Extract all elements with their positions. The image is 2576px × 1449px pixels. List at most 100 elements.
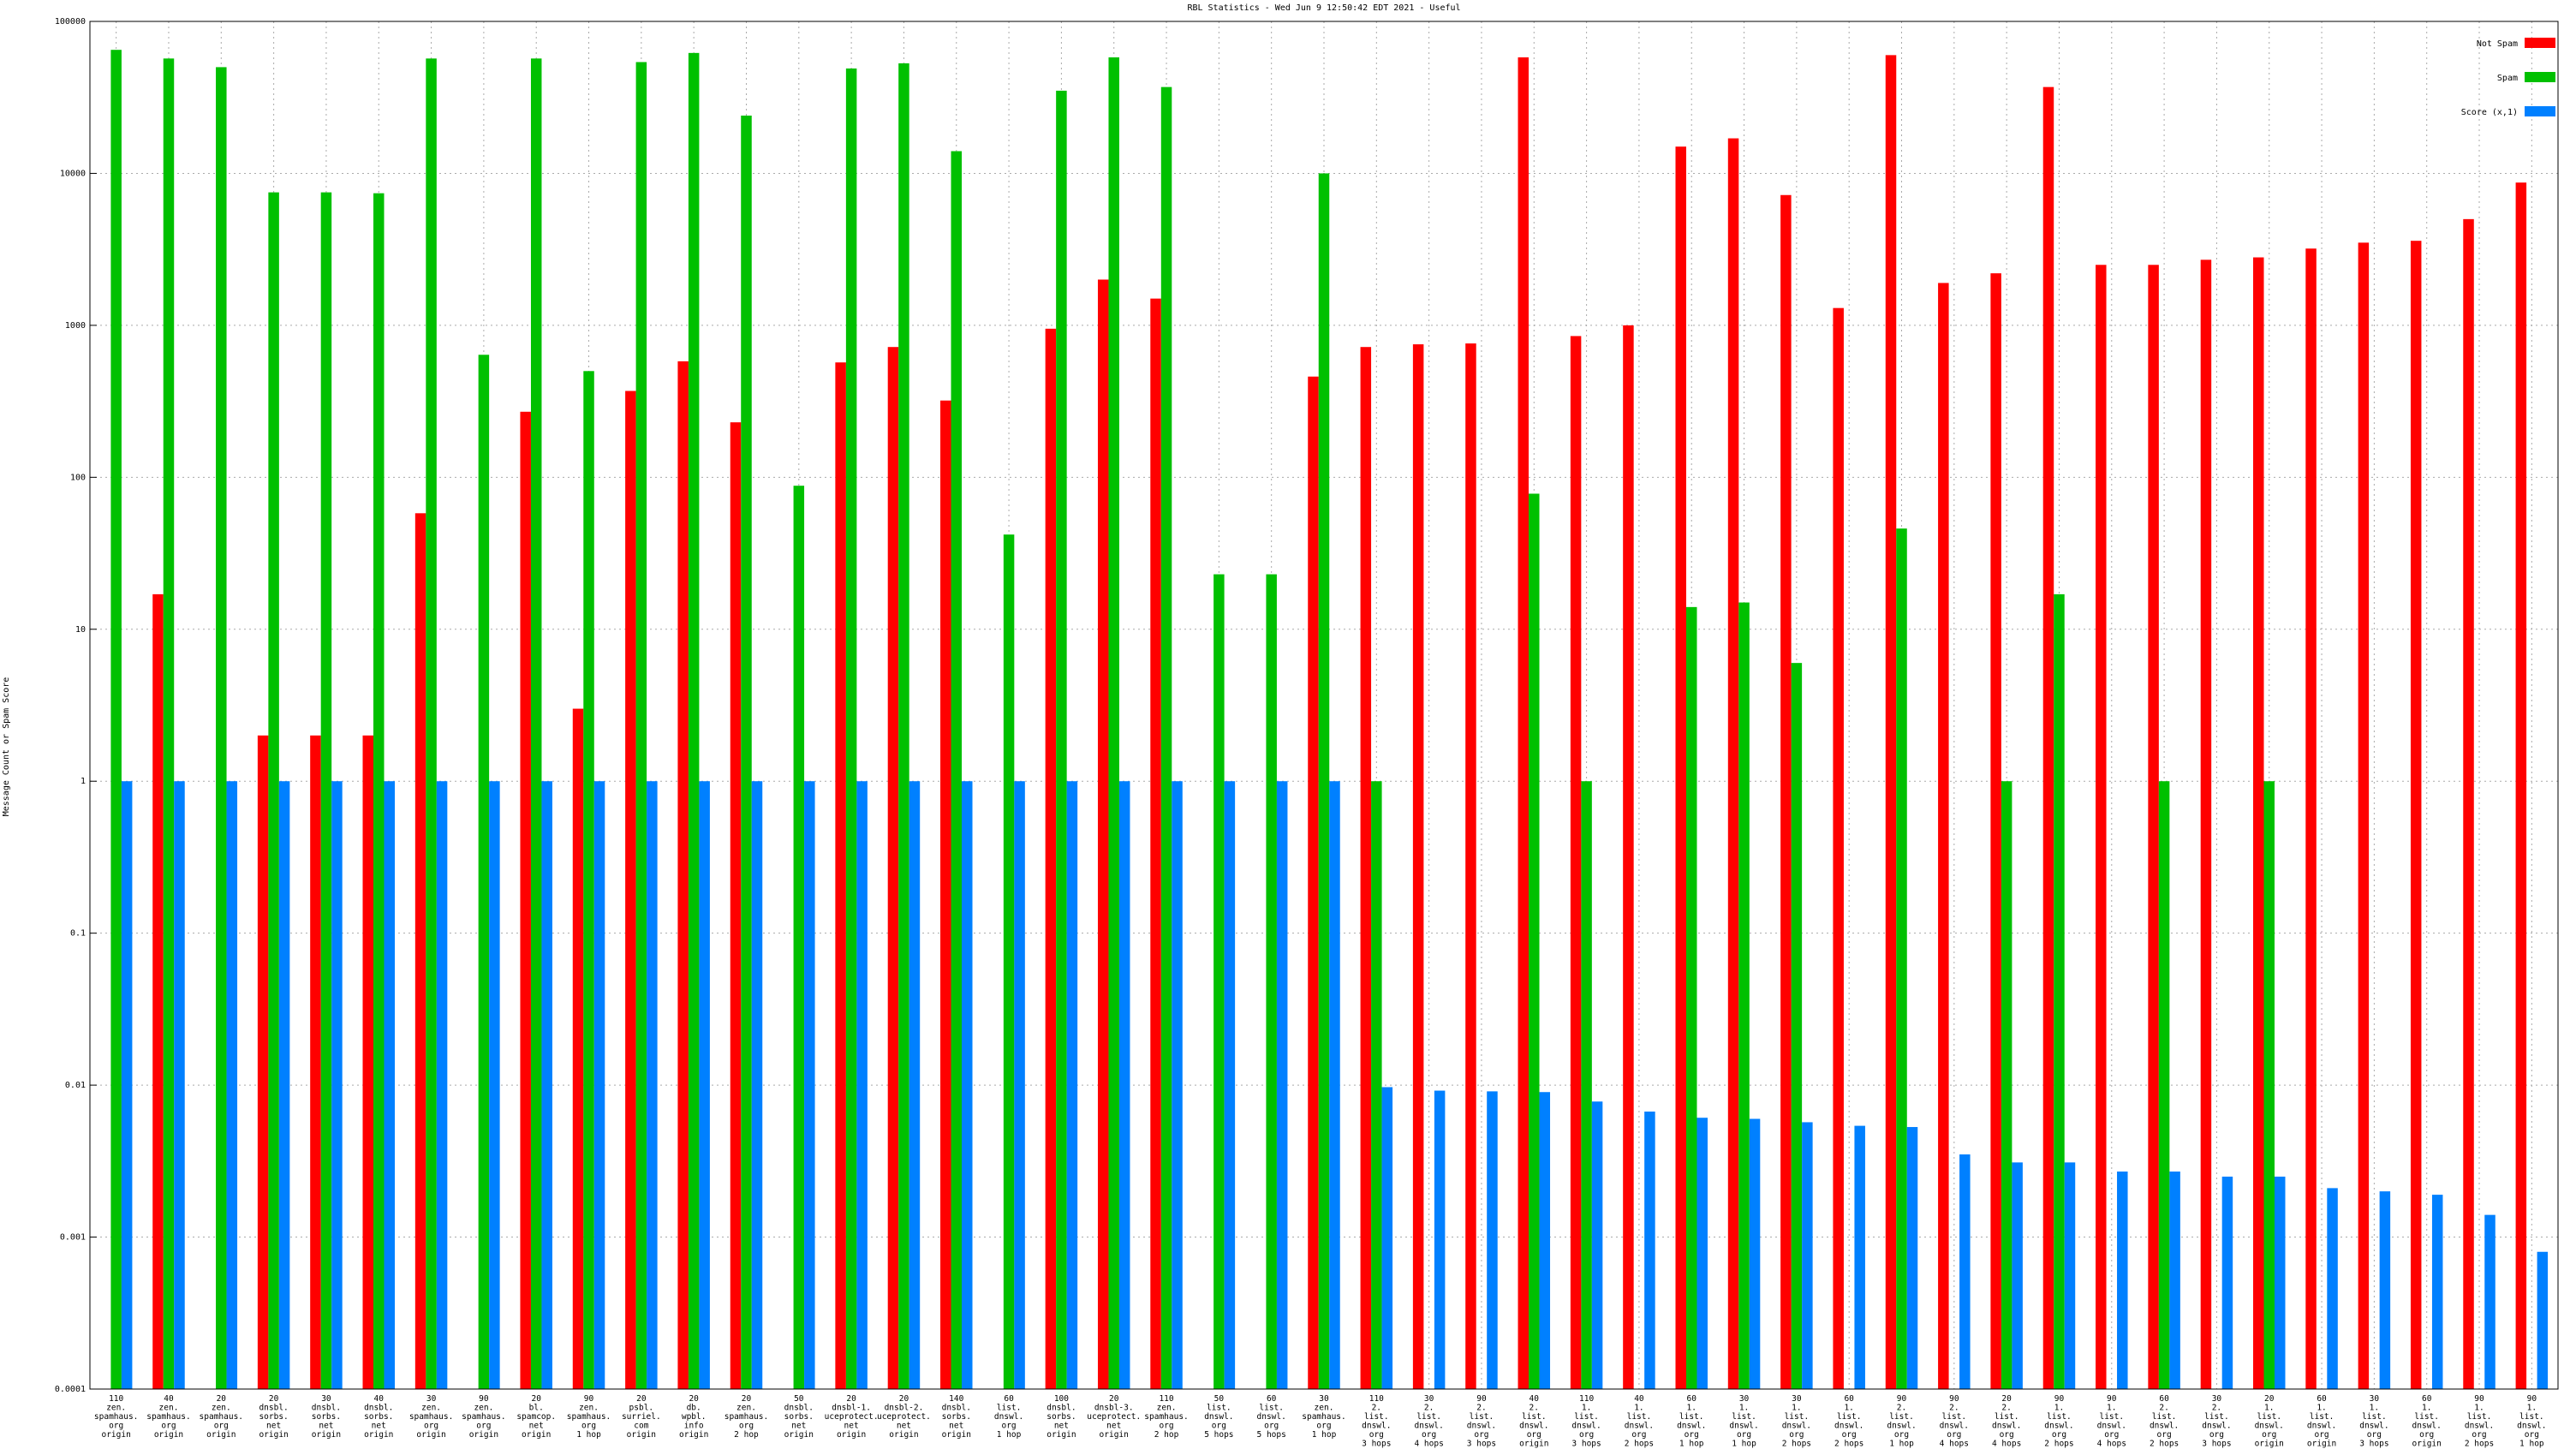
bar (751, 781, 763, 1389)
bar (2001, 781, 2012, 1389)
x-tick-label: net (897, 1422, 911, 1431)
x-tick-label: org (1001, 1422, 1016, 1431)
bar (2379, 1191, 2391, 1389)
x-tick-label: 50 (794, 1394, 804, 1404)
x-tick-label: list. (2257, 1412, 2281, 1422)
x-tick-label: 20 (1109, 1394, 1119, 1404)
x-tick-label: origin (2255, 1440, 2284, 1449)
x-tick-label: zen. (212, 1404, 231, 1413)
bar (1854, 1125, 1865, 1389)
x-tick-label: org (161, 1422, 176, 1431)
bar (2158, 781, 2170, 1389)
x-tick-label: origin (101, 1430, 130, 1440)
x-tick-label: origin (679, 1430, 708, 1440)
bar (2463, 218, 2474, 1389)
bar (1675, 146, 1686, 1390)
x-tick-label: dnswl. (2150, 1422, 2179, 1431)
bar (2327, 1188, 2338, 1389)
bar (2537, 1251, 2549, 1389)
x-tick-label: 1. (2370, 1404, 2379, 1413)
bar (1150, 298, 1161, 1390)
bar (1056, 90, 1067, 1390)
x-tick-label: list. (1416, 1412, 1441, 1422)
bar (2054, 593, 2065, 1389)
x-tick-label: 4 hops (1414, 1440, 1443, 1449)
x-tick-label: list. (1732, 1412, 1756, 1422)
bar (887, 347, 899, 1389)
legend-swatch (2525, 106, 2555, 116)
x-tick-label: dnswl. (1677, 1422, 1706, 1431)
x-tick-label: origin (889, 1430, 918, 1440)
x-tick-label: wpbl. (682, 1412, 707, 1422)
bar (793, 486, 805, 1389)
x-tick-label: org (1369, 1430, 1384, 1440)
x-tick-label: list. (1942, 1412, 1967, 1422)
x-tick-label: spamhaus. (200, 1412, 243, 1422)
x-tick-label: list. (1785, 1412, 1810, 1422)
x-tick-label: 1. (1687, 1404, 1696, 1413)
x-tick-label: dnswl. (2465, 1422, 2494, 1431)
x-tick-label: 90 (1949, 1394, 1959, 1404)
x-tick-label: zen. (159, 1404, 179, 1413)
x-tick-label: dnswl. (2307, 1422, 2336, 1431)
x-tick-label: 2 hops (2465, 1440, 2494, 1449)
x-tick-label: net (1054, 1422, 1069, 1431)
bar (1465, 343, 1476, 1389)
x-tick-label: 60 (2317, 1394, 2327, 1404)
bar (2410, 241, 2422, 1390)
x-tick-label: dnsbl. (364, 1404, 393, 1413)
y-tick-label: 100 (70, 473, 86, 482)
x-tick-label: 20 (269, 1394, 279, 1404)
bar (2221, 1176, 2233, 1389)
x-tick-label: 20 (899, 1394, 909, 1404)
x-tick-label: 5 hops (1204, 1430, 1233, 1440)
x-tick-label: list. (2047, 1412, 2072, 1422)
y-tick-label: 10 (75, 625, 86, 635)
x-tick-label: net (949, 1422, 963, 1431)
x-tick-label: org (1579, 1430, 1594, 1440)
x-tick-label: org (1631, 1430, 1646, 1440)
x-tick-label: dnsbl. (312, 1404, 341, 1413)
x-tick-label: 90 (479, 1394, 489, 1404)
x-tick-label: spamhaus. (724, 1412, 768, 1422)
x-tick-label: dnswl. (1519, 1422, 1548, 1431)
x-tick-label: 90 (2054, 1394, 2065, 1404)
x-tick-label: 3 hops (1467, 1440, 1496, 1449)
bar (1696, 1118, 1708, 1389)
bar (2263, 781, 2275, 1389)
x-tick-label: dnswl. (2359, 1422, 2388, 1431)
x-tick-label: 100 (1054, 1394, 1069, 1404)
bar (856, 781, 868, 1389)
x-tick-label: 3 hops (2202, 1440, 2231, 1449)
x-tick-label: 40 (1634, 1394, 1644, 1404)
x-tick-label: 60 (1844, 1394, 1854, 1404)
x-tick-label: 50 (1214, 1394, 1225, 1404)
x-tick-label: origin (942, 1430, 971, 1440)
bar (1644, 1111, 1655, 1389)
bar (1308, 376, 1319, 1389)
x-tick-label: 3 hops (1571, 1440, 1601, 1449)
bar (909, 781, 921, 1389)
x-tick-label: uceprotect. (1087, 1412, 1141, 1422)
bar (362, 735, 374, 1389)
x-tick-label: 20 (217, 1394, 227, 1404)
x-tick-label: dnswl. (1887, 1422, 1916, 1431)
x-tick-label: 2 hops (2044, 1440, 2073, 1449)
x-tick-label: list. (2467, 1412, 2492, 1422)
bar (898, 63, 909, 1390)
x-tick-label: org (2000, 1430, 2014, 1440)
x-tick-label: net (791, 1422, 806, 1431)
bar (1685, 606, 1697, 1389)
x-tick-label: 2. (1424, 1404, 1434, 1413)
bar (2148, 265, 2159, 1390)
chart-title: RBL Statistics - Wed Jun 9 12:50:42 EDT … (1187, 3, 1460, 13)
bar (2484, 1214, 2496, 1389)
x-tick-label: 60 (1687, 1394, 1697, 1404)
x-tick-label: list. (2152, 1412, 2177, 1422)
x-tick-label: 20 (846, 1394, 856, 1404)
bar (163, 58, 175, 1390)
bar (677, 361, 689, 1389)
x-tick-label: 2. (1949, 1404, 1959, 1413)
x-tick-label: 2. (1476, 1404, 1486, 1413)
